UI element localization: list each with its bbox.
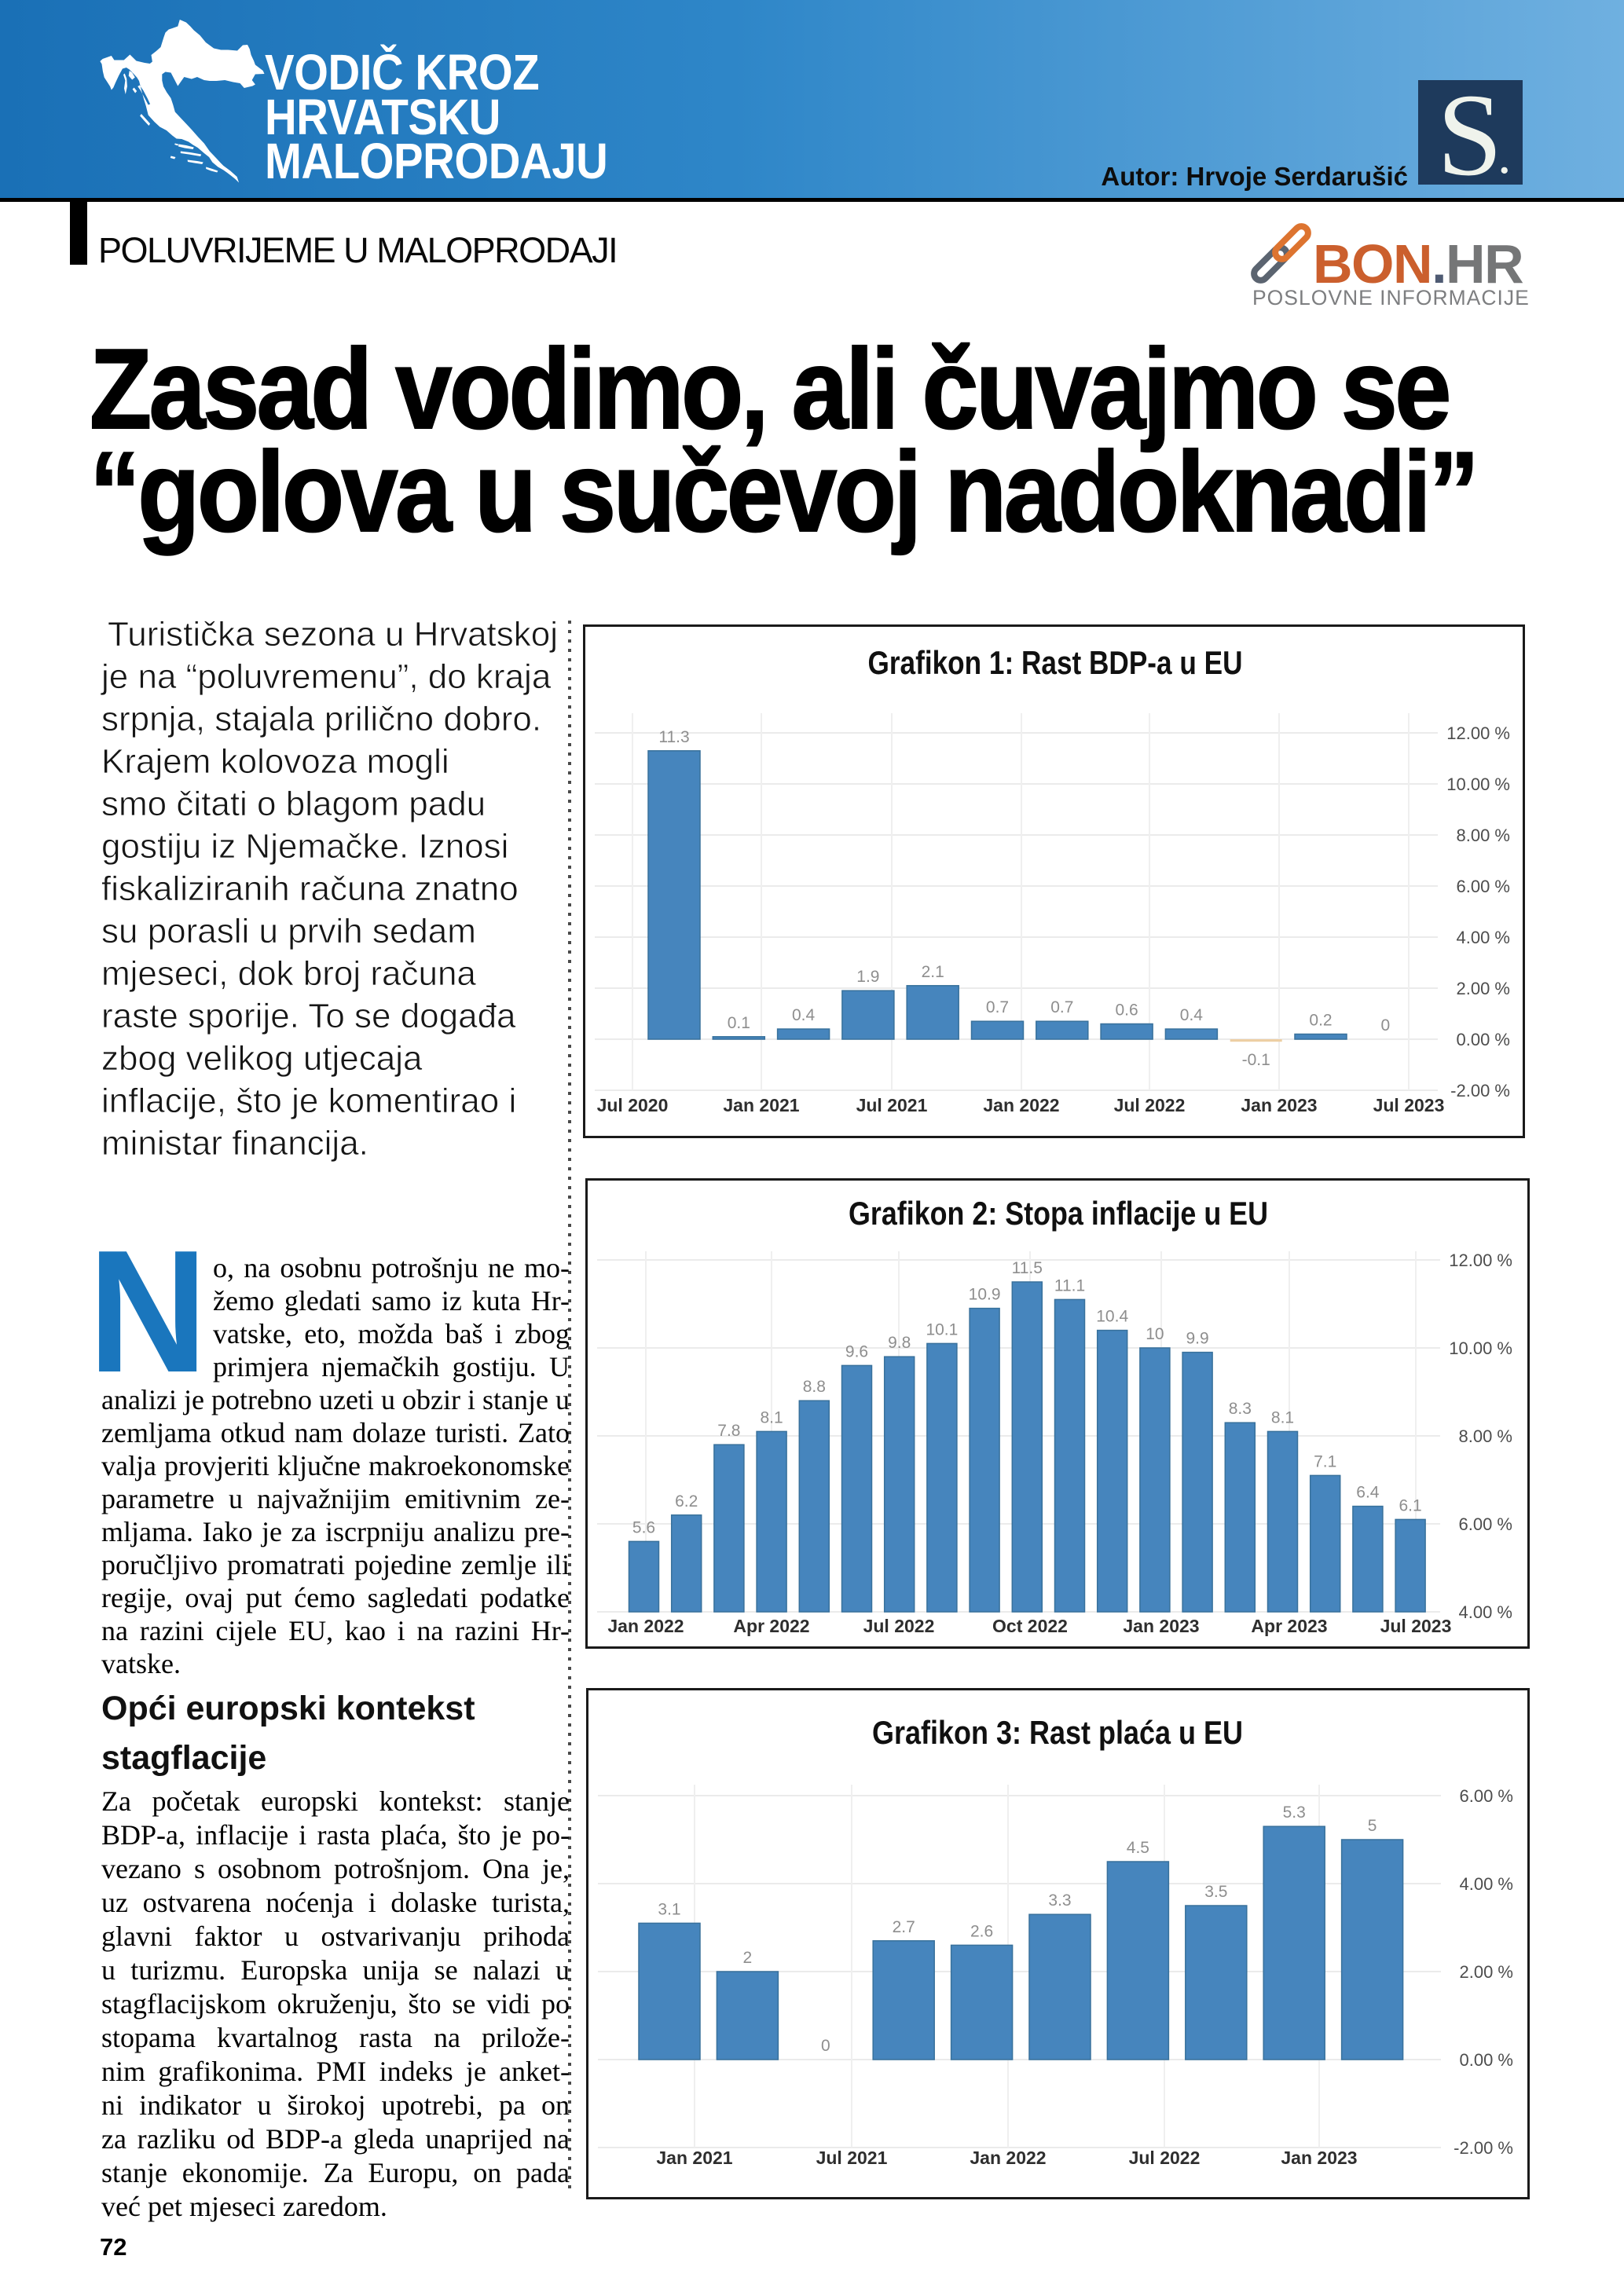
svg-text:6.00 %: 6.00 % [1459, 1514, 1513, 1534]
svg-text:Apr 2022: Apr 2022 [733, 1616, 809, 1636]
svg-text:Jul 2023: Jul 2023 [1373, 1095, 1445, 1115]
svg-text:11.1: 11.1 [1054, 1276, 1085, 1294]
svg-text:0.00 %: 0.00 % [1460, 2050, 1514, 2070]
svg-text:0.4: 0.4 [1180, 1006, 1204, 1024]
svg-text:4.00 %: 4.00 % [1457, 928, 1511, 947]
svg-text:8.00 %: 8.00 % [1457, 826, 1511, 845]
svg-text:1.9: 1.9 [856, 968, 879, 986]
svg-text:6.1: 6.1 [1399, 1496, 1421, 1514]
svg-text:10.1: 10.1 [926, 1320, 958, 1338]
svg-text:0: 0 [821, 2037, 830, 2055]
svg-text:Grafikon 3: Rast plaća u EU: Grafikon 3: Rast plaća u EU [872, 1714, 1243, 1751]
svg-text:8.1: 8.1 [1271, 1408, 1294, 1426]
svg-text:0.7: 0.7 [1050, 998, 1073, 1016]
svg-text:4.00 %: 4.00 % [1459, 1602, 1513, 1622]
svg-text:2.7: 2.7 [893, 1918, 915, 1936]
svg-text:0: 0 [1380, 1016, 1390, 1034]
svg-text:10.9: 10.9 [969, 1286, 1001, 1304]
svg-text:8.1: 8.1 [760, 1408, 783, 1426]
svg-text:Jul 2021: Jul 2021 [816, 2148, 888, 2168]
svg-text:6.00 %: 6.00 % [1457, 877, 1511, 896]
svg-text:3.1: 3.1 [658, 1900, 680, 1918]
svg-text:-2.00 %: -2.00 % [1450, 1081, 1510, 1100]
svg-text:10: 10 [1146, 1325, 1164, 1343]
svg-text:Jan 2023: Jan 2023 [1241, 1095, 1317, 1115]
svg-text:Jul 2021: Jul 2021 [856, 1095, 928, 1115]
svg-text:Grafikon 2: Stopa inflacije u: Grafikon 2: Stopa inflacije u EU [849, 1195, 1268, 1232]
svg-text:8.8: 8.8 [803, 1378, 826, 1396]
svg-text:Jul 2022: Jul 2022 [1129, 2148, 1201, 2168]
svg-text:6.4: 6.4 [1356, 1484, 1380, 1502]
svg-text:6.00 %: 6.00 % [1460, 1786, 1514, 1806]
svg-text:Jul 2022: Jul 2022 [863, 1616, 935, 1636]
svg-text:Jan 2023: Jan 2023 [1123, 1616, 1199, 1636]
svg-text:Jul 2020: Jul 2020 [597, 1095, 669, 1115]
svg-text:5.3: 5.3 [1283, 1803, 1306, 1822]
svg-text:2.6: 2.6 [970, 1922, 993, 1940]
svg-text:0.6: 0.6 [1115, 1002, 1138, 1020]
svg-text:5: 5 [1368, 1817, 1377, 1835]
svg-text:5.6: 5.6 [632, 1518, 655, 1536]
svg-text:Jan 2022: Jan 2022 [607, 1616, 684, 1636]
svg-text:Jan 2022: Jan 2022 [983, 1095, 1059, 1115]
svg-text:Grafikon 1: Rast BDP-a u EU: Grafikon 1: Rast BDP-a u EU [868, 644, 1243, 681]
svg-text:4.5: 4.5 [1127, 1839, 1149, 1857]
svg-text:Jul 2022: Jul 2022 [1114, 1095, 1186, 1115]
svg-text:6.2: 6.2 [675, 1492, 698, 1511]
svg-text:2: 2 [743, 1949, 753, 1967]
svg-text:9.6: 9.6 [845, 1342, 868, 1360]
svg-text:Apr 2023: Apr 2023 [1251, 1616, 1327, 1636]
svg-text:-0.1: -0.1 [1242, 1051, 1270, 1069]
svg-text:12.00 %: 12.00 % [1446, 723, 1510, 743]
svg-text:0.00 %: 0.00 % [1457, 1030, 1511, 1049]
svg-text:9.8: 9.8 [888, 1334, 911, 1352]
svg-text:0.7: 0.7 [986, 998, 1009, 1016]
svg-text:Jan 2021: Jan 2021 [656, 2148, 732, 2168]
svg-text:10.00 %: 10.00 % [1446, 774, 1510, 794]
svg-text:Jan 2022: Jan 2022 [970, 2148, 1046, 2168]
svg-text:4.00 %: 4.00 % [1460, 1874, 1514, 1894]
svg-text:2.1: 2.1 [922, 963, 944, 981]
svg-text:9.9: 9.9 [1186, 1330, 1208, 1348]
svg-text:7.8: 7.8 [717, 1422, 740, 1440]
svg-text:11.5: 11.5 [1012, 1259, 1043, 1277]
svg-text:10.00 %: 10.00 % [1449, 1338, 1512, 1358]
svg-text:2.00 %: 2.00 % [1457, 979, 1511, 998]
svg-text:2.00 %: 2.00 % [1460, 1962, 1514, 1982]
svg-text:12.00 %: 12.00 % [1449, 1251, 1512, 1270]
svg-text:7.1: 7.1 [1314, 1452, 1336, 1470]
svg-text:8.3: 8.3 [1229, 1400, 1252, 1418]
svg-text:Jan 2021: Jan 2021 [723, 1095, 799, 1115]
svg-text:Oct 2022: Oct 2022 [992, 1616, 1068, 1636]
svg-text:Jan 2023: Jan 2023 [1281, 2148, 1357, 2168]
svg-text:0.1: 0.1 [728, 1014, 750, 1032]
svg-text:0.4: 0.4 [792, 1006, 816, 1024]
svg-text:Jul 2023: Jul 2023 [1380, 1616, 1452, 1636]
svg-text:8.00 %: 8.00 % [1459, 1426, 1513, 1446]
svg-text:11.3: 11.3 [658, 728, 689, 746]
svg-text:-2.00 %: -2.00 % [1454, 2138, 1513, 2158]
svg-text:3.5: 3.5 [1204, 1883, 1227, 1901]
svg-text:3.3: 3.3 [1048, 1891, 1071, 1910]
svg-text:10.4: 10.4 [1096, 1308, 1128, 1326]
svg-text:0.2: 0.2 [1309, 1012, 1332, 1030]
